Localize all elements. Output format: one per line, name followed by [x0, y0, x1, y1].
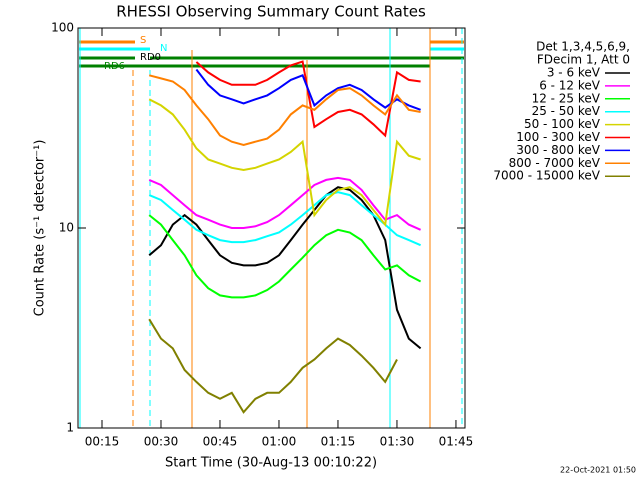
legend-header: Det 1,3,4,5,6,9,: [536, 40, 630, 54]
y-axis-label: Count Rate (s⁻¹ detector⁻¹): [33, 140, 48, 317]
chart-title: RHESSI Observing Summary Count Rates: [116, 3, 426, 21]
status-label: N: [160, 43, 167, 54]
legend-label: 12 - 25 keV: [532, 91, 601, 105]
x-tick-label: 00:30: [144, 435, 179, 449]
x-tick-label: 00:45: [203, 435, 238, 449]
x-tick-label: 01:15: [321, 435, 356, 449]
legend-header: FDecim 1, Att 0: [537, 53, 630, 67]
y-tick-label: 1: [66, 421, 74, 435]
legend-label: 800 - 7000 keV: [509, 156, 601, 170]
series-line: [195, 60, 421, 138]
series-line: [195, 68, 421, 111]
x-tick-label: 00:15: [85, 435, 120, 449]
legend-label: 300 - 800 keV: [516, 143, 600, 157]
status-label: S: [140, 35, 146, 46]
legend-label: 100 - 300 keV: [516, 130, 600, 144]
y-tick-label: 100: [51, 21, 74, 35]
legend-label: 25 - 50 keV: [532, 104, 601, 118]
x-axis-label: Start Time (30-Aug-13 00:10:22): [165, 456, 377, 471]
status-bars: [79, 40, 464, 68]
x-tick-label: 01:45: [439, 435, 474, 449]
status-label: RD0: [140, 52, 161, 63]
legend-label: 6 - 12 keV: [539, 78, 601, 92]
series-line: [148, 186, 422, 350]
legend-label: 7000 - 15000 keV: [493, 169, 600, 183]
series-line: [148, 214, 422, 299]
series-line: [148, 176, 422, 231]
footer: 22-Oct-2021 01:50: [560, 466, 636, 475]
y-tick-label: 10: [59, 221, 74, 235]
x-tick-label: 01:30: [380, 435, 415, 449]
series-line: [148, 98, 421, 228]
x-tick-label: 01:00: [262, 435, 297, 449]
legend-label: 50 - 100 keV: [524, 117, 601, 131]
legend-label: 3 - 6 keV: [547, 66, 601, 80]
series-line: [148, 74, 421, 147]
status-label: RD6: [104, 61, 125, 72]
series-line: [148, 191, 421, 247]
series-line: [148, 318, 398, 414]
